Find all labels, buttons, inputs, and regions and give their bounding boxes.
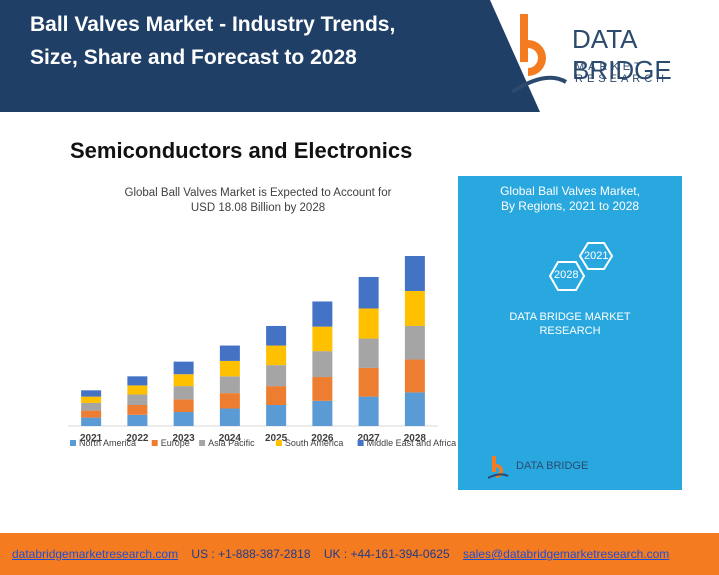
bar-segment [219,345,240,361]
bar-segment [81,396,102,403]
hex-label-2021: 2021 [584,250,609,262]
header-banner [0,0,540,112]
page-title-line-2: Size, Share and Forecast to 2028 [30,46,357,69]
bar-segment [127,394,148,406]
footer-uk-phone: UK : +44-161-394-0625 [323,547,450,561]
mini-logo-text: DATA BRIDGE [516,460,589,472]
bar-segment [173,361,194,375]
bar-segment [358,276,379,309]
bar-segment [219,360,240,377]
bar-segment [404,325,425,360]
stacked-bar-chart: 2021 2022 2023 2024 2025 2026 2027 2028 North Am… [68,256,457,448]
bar-segment [266,325,287,346]
header: Ball Valves Market - Industry Trends, Si… [0,0,719,112]
bar-segment [81,402,102,411]
bar-segment [312,400,333,426]
bar-segment [173,386,194,400]
legend-label: Middle East and Africa [367,438,457,448]
bar-segment [358,396,379,426]
panel-brand-text-line-1: DATA BRIDGE MARKET [509,311,631,323]
bar-segment [219,408,240,426]
bar-segment [219,393,240,409]
bar-segment [404,290,425,326]
chart-title-line-2: USD 18.08 Billion by 2028 [190,202,326,214]
hex-label-2028: 2028 [554,269,579,281]
footer-website-link[interactable]: databridgemarketresearch.com [12,547,179,561]
logo-text: DATA BRIDGE [572,24,672,85]
regions-panel-title-line-2: By Regions, 2021 to 2028 [500,199,640,213]
bar-segment [127,376,148,386]
regions-panel-title-line-1: Global Ball Valves Market, [500,184,640,198]
bar-segment [127,405,148,415]
bar-segment [266,405,287,426]
bar-segment [266,345,287,366]
legend-label: Asia Pacific [208,438,255,448]
chart-title-line-1: Global Ball Valves Market is Expected to… [124,187,392,199]
section-title: Semiconductors and Electronics [70,138,413,163]
bar-segment [173,399,194,413]
hexagon-icon [548,242,614,291]
bar-segment [404,359,425,393]
bar-segment [81,390,102,397]
legend-swatch [357,440,364,446]
chart-title: Global Ball Valves Market is Expected to… [58,186,458,216]
x-tick-label: 2026 [311,433,334,444]
bar-segment [404,256,425,291]
regions-panel-title: Global Ball Valves Market, By Regions, 2… [458,184,682,214]
mini-logo-icon [487,456,509,479]
legend-swatch [151,440,158,446]
bar-segment [173,412,194,426]
chart-panel: 2021 2022 2023 2024 2025 2026 2027 2028 North Am… [58,176,458,476]
page-title-line-1: Ball Valves Market - Industry Trends, [30,13,396,36]
bar-segment [312,326,333,352]
panel-brand-text: DATA BRIDGE MARKET RESEARCH [458,310,682,338]
bar-segment [404,392,425,426]
bar-segment [266,365,287,387]
bar-segment [219,376,240,394]
bar-segment [81,417,102,426]
legend-label: South America [285,438,344,448]
bar-segment [358,367,379,397]
bar-segment [127,385,148,395]
legend-swatch [199,440,206,446]
x-tick-label: 2022 [126,433,149,444]
footer-email-link[interactable]: sales@databridgemarketresearch.com [462,547,670,561]
footer-contact-row: databridgemarketresearch.com US : +1-888… [12,547,669,561]
bar-segment [312,301,333,327]
bar-segment [358,308,379,339]
legend-label: North America [79,438,136,448]
bar-segment [266,386,287,406]
bar-segment [81,410,102,418]
bar-segment [312,351,333,378]
footer: databridgemarketresearch.com US : +1-888… [0,533,719,575]
bar-segment [127,414,148,426]
x-tick-label: 2027 [358,433,381,444]
legend-label: Europe [161,438,190,448]
x-tick-label: 2021 [80,433,103,444]
x-tick-label: 2025 [265,433,288,444]
bar-segment [312,377,333,401]
x-tick-label: 2028 [404,433,427,444]
bar-segment [173,374,194,387]
panel-brand-text-line-2: RESEARCH [539,325,601,337]
regions-panel: Global Ball Valves Market, By Regions, 2… [458,176,682,490]
x-tick-label: 2023 [173,433,196,444]
logo-subtext: MARKET RESEARCH [575,61,669,85]
page-title: Ball Valves Market - Industry Trends, Si… [30,8,460,74]
legend-swatch [275,440,282,446]
footer-us-phone: US : +1-888-387-2818 [191,547,311,561]
data-bridge-logo-icon [510,14,568,94]
bar-segment [358,338,379,368]
legend-swatch [70,440,76,446]
x-tick-label: 2024 [219,433,242,444]
